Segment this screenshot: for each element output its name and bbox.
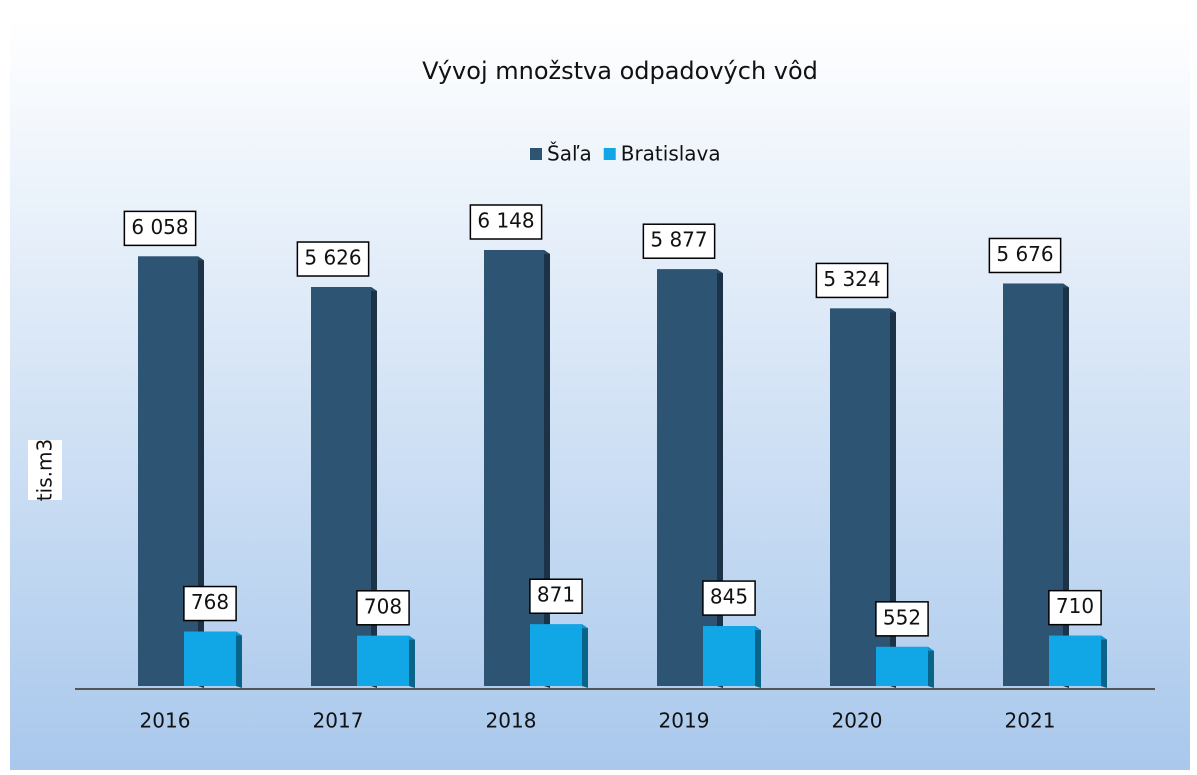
value-label-box	[469, 204, 543, 240]
bar	[311, 287, 371, 686]
bar	[530, 624, 582, 686]
legend-label: Šaľa	[547, 142, 592, 166]
bar	[703, 626, 755, 686]
bar	[657, 269, 717, 686]
y-label-box	[28, 440, 62, 500]
bar	[484, 250, 544, 686]
bar	[876, 646, 928, 686]
bar	[357, 635, 409, 686]
value-label-box	[1048, 589, 1102, 626]
legend-swatch	[603, 148, 616, 160]
legend-label: Bratislava	[621, 142, 721, 166]
value-label: 5 324	[823, 267, 880, 291]
x-tick-label: 2020	[832, 709, 883, 733]
bar-side	[1101, 635, 1107, 688]
bar	[1003, 283, 1063, 686]
legend-swatch	[530, 148, 542, 160]
value-label-box	[123, 210, 197, 247]
bar-side	[717, 269, 723, 688]
bar-side	[409, 635, 415, 688]
value-label-box	[529, 578, 583, 614]
bar-side	[198, 256, 204, 688]
bar-side	[755, 626, 761, 688]
value-label: 708	[364, 594, 402, 618]
bar-side	[928, 646, 934, 688]
value-label: 768	[191, 590, 229, 614]
x-tick-label: 2019	[659, 709, 710, 733]
bar	[1049, 635, 1101, 686]
bar-side	[1063, 283, 1069, 688]
bar	[184, 631, 236, 686]
value-label: 6 058	[131, 215, 188, 239]
chart-title: Vývoj množstva odpadových vôd	[422, 57, 818, 85]
y-axis-label: tis.m3	[33, 439, 57, 501]
bar-side	[582, 624, 588, 688]
bar-side	[544, 250, 550, 688]
value-label: 845	[710, 585, 748, 609]
bar-side	[371, 287, 377, 688]
value-label-box	[875, 601, 929, 637]
value-label-box	[183, 585, 237, 622]
bar-side	[890, 308, 896, 688]
value-label: 6 148	[477, 209, 534, 233]
value-label: 552	[883, 605, 921, 629]
x-tick-label: 2017	[313, 709, 364, 733]
x-tick-label: 2021	[1005, 709, 1056, 733]
value-label: 5 626	[304, 246, 361, 270]
value-label-box	[356, 590, 410, 626]
value-label-box	[702, 580, 756, 616]
value-label-box	[988, 237, 1062, 274]
x-tick-label: 2018	[486, 709, 537, 733]
value-label: 871	[537, 583, 575, 607]
value-label-box	[642, 223, 716, 259]
value-label-box	[815, 262, 889, 299]
bar	[138, 256, 198, 686]
value-label: 710	[1056, 594, 1094, 618]
value-label: 5 676	[996, 242, 1053, 266]
bar-side	[236, 631, 242, 688]
value-label: 5 877	[650, 228, 707, 252]
value-label-box	[296, 241, 370, 277]
x-tick-label: 2016	[140, 709, 191, 733]
